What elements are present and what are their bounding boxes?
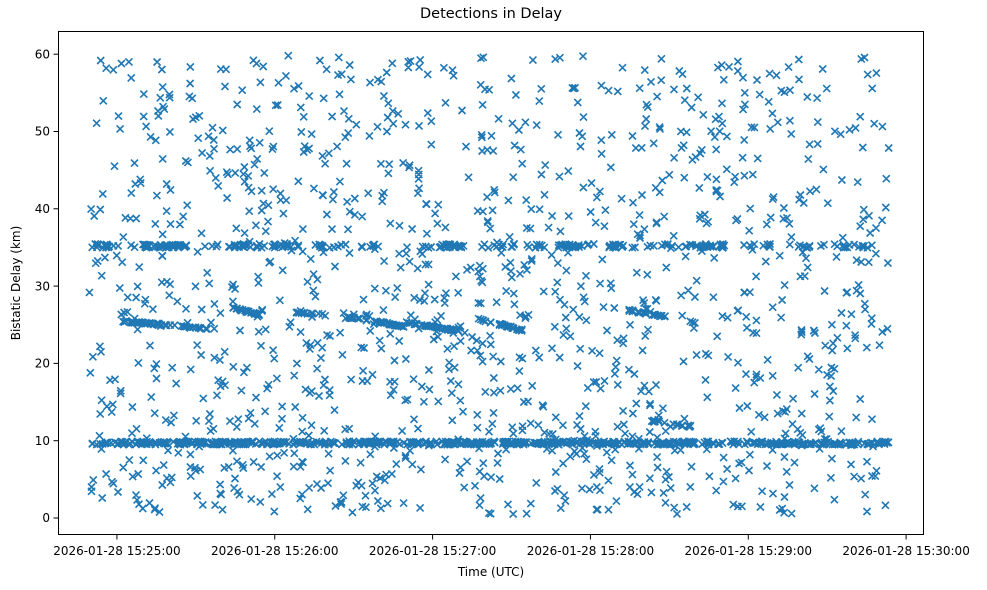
x-tick-label: 2026-01-28 15:29:00 [685, 544, 812, 558]
scatter-points [85, 51, 893, 519]
y-tick-label: 0 [42, 511, 50, 525]
x-tick-label: 2026-01-28 15:25:00 [53, 544, 180, 558]
chart-title: Detections in Delay [419, 6, 562, 22]
y-axis-label: Bistatic Delay (km) [9, 225, 23, 341]
y-tick-label: 60 [35, 47, 50, 61]
x-axis-ticks: 2026-01-28 15:25:00 2026-01-28 15:26:00 20… [53, 535, 970, 558]
x-tick-label: 2026-01-28 15:30:00 [842, 544, 969, 558]
y-tick-label: 20 [35, 357, 50, 371]
y-tick-label: 40 [35, 202, 50, 216]
y-axis-ticks: 0 10 20 30 40 50 60 [35, 47, 58, 525]
y-tick-label: 30 [35, 279, 50, 293]
x-tick-label: 2026-01-28 15:28:00 [527, 544, 654, 558]
y-tick-label: 10 [35, 434, 50, 448]
x-axis-label: Time (UTC) [457, 565, 525, 579]
x-tick-label: 2026-01-28 15:27:00 [369, 544, 496, 558]
plot-border [58, 31, 924, 535]
y-tick-label: 50 [35, 125, 50, 139]
x-tick-label: 2026-01-28 15:26:00 [211, 544, 338, 558]
